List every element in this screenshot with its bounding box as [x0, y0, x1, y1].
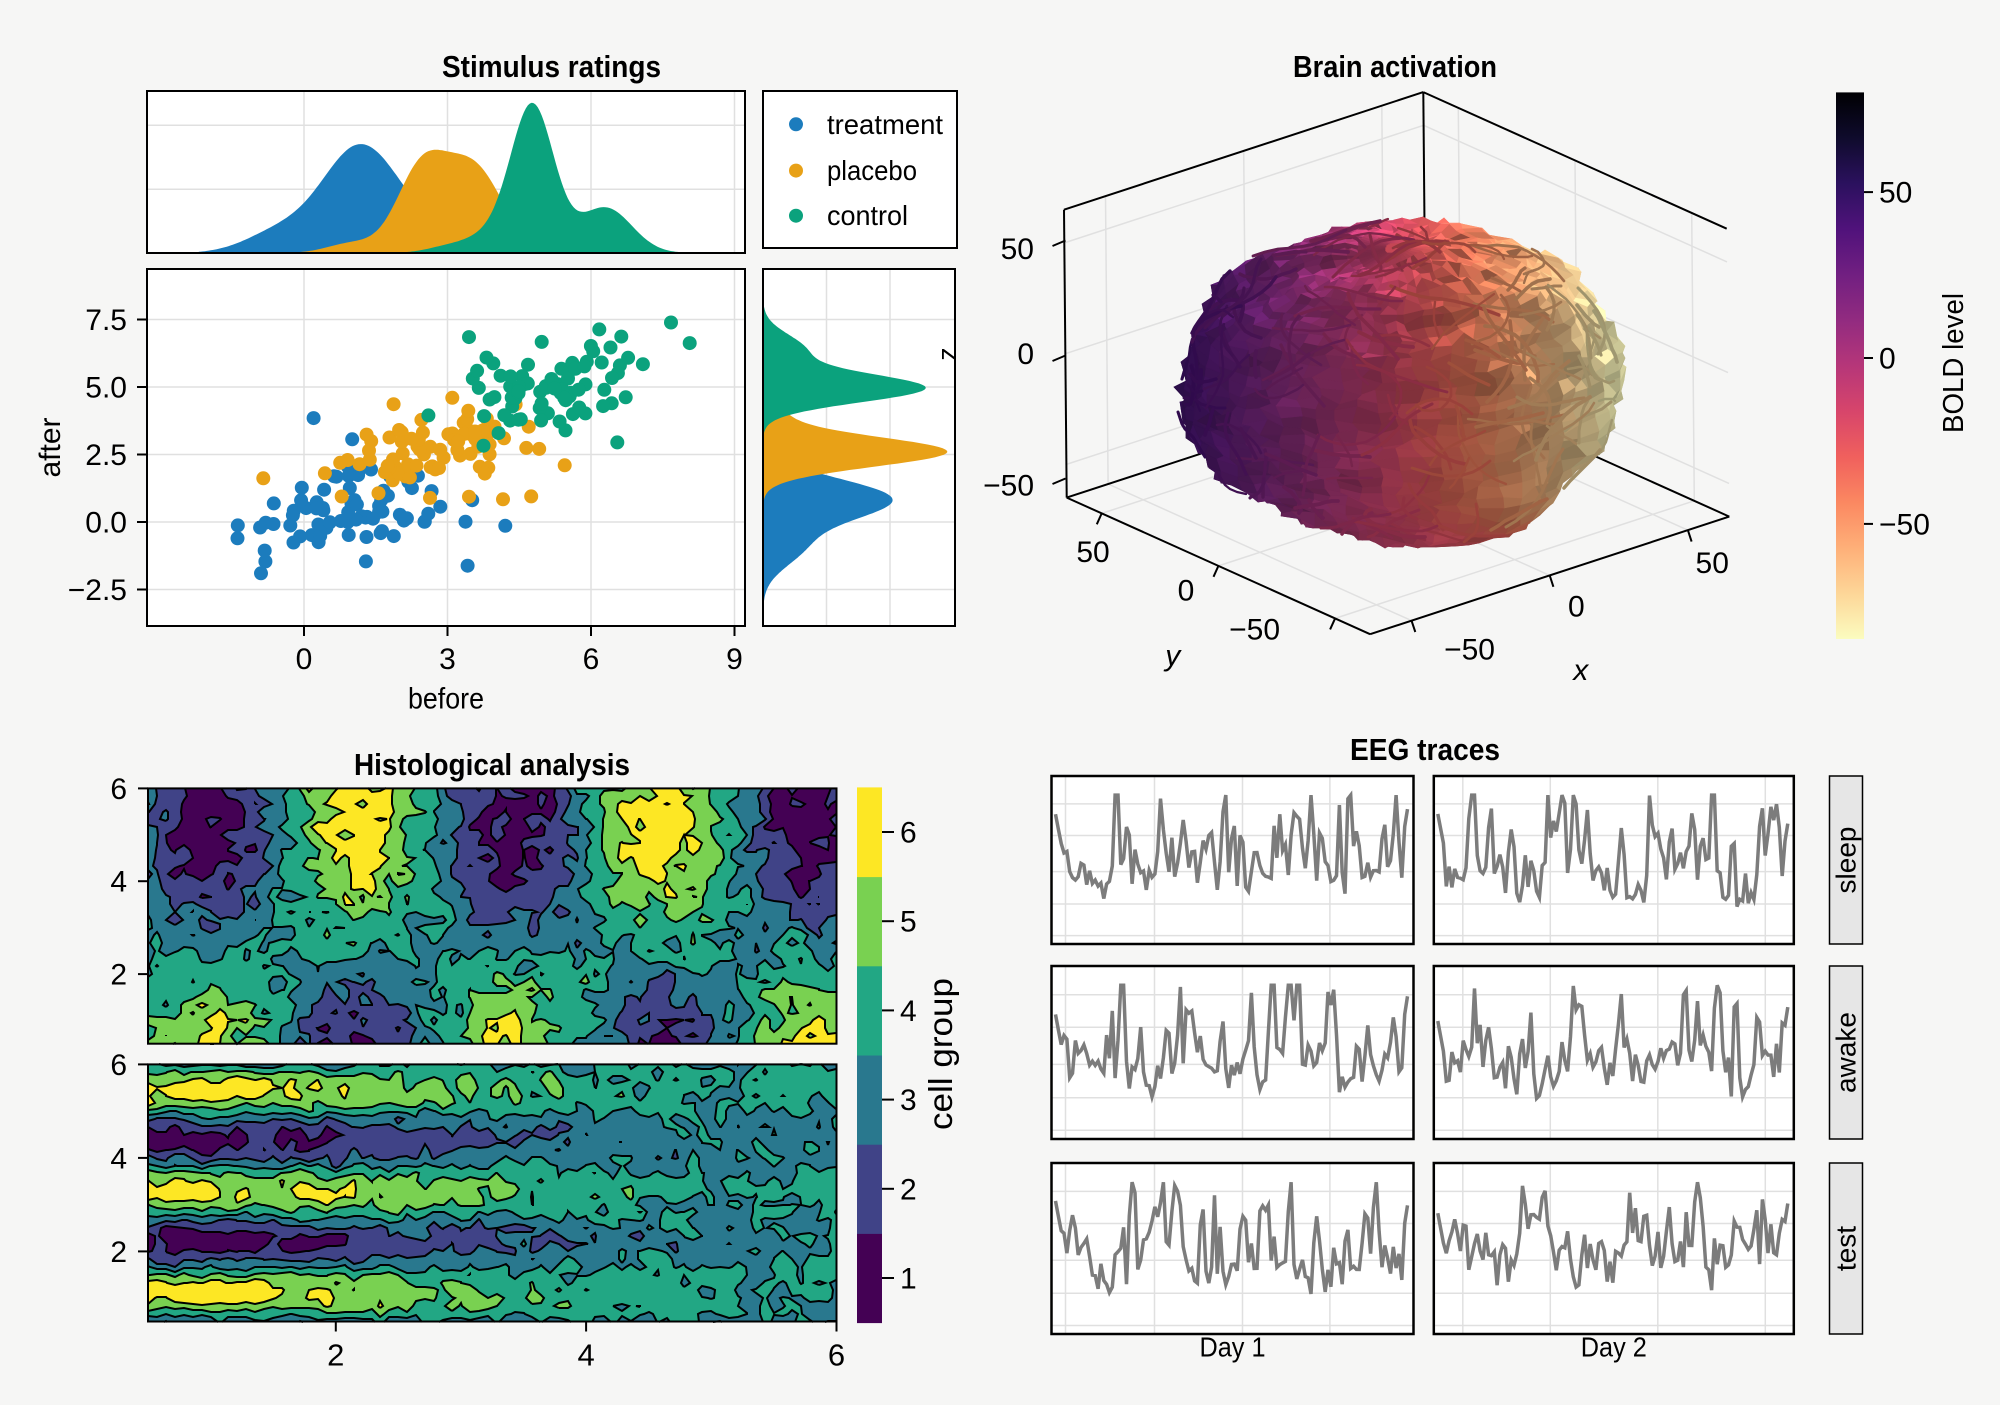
svg-text:after: after [34, 417, 67, 477]
svg-text:2.5: 2.5 [85, 439, 127, 472]
svg-text:test: test [1831, 1226, 1862, 1271]
svg-text:50: 50 [1076, 536, 1109, 569]
svg-text:z: z [932, 347, 962, 360]
svg-text:6: 6 [583, 643, 600, 676]
svg-text:4: 4 [110, 1142, 127, 1175]
svg-text:Brain activation: Brain activation [1293, 49, 1497, 84]
svg-text:6: 6 [110, 1049, 127, 1082]
svg-text:50: 50 [1696, 547, 1729, 580]
svg-text:0: 0 [1568, 591, 1585, 624]
svg-text:sleep: sleep [1831, 827, 1862, 894]
svg-text:0: 0 [1879, 343, 1896, 376]
svg-text:50: 50 [1001, 233, 1034, 266]
svg-text:5.0: 5.0 [85, 372, 127, 405]
svg-text:2: 2 [110, 1236, 127, 1269]
svg-text:0.0: 0.0 [85, 507, 127, 540]
svg-text:BOLD level: BOLD level [1938, 293, 1970, 433]
svg-text:Histological analysis: Histological analysis [354, 747, 630, 782]
svg-text:3: 3 [900, 1084, 917, 1117]
svg-text:−50: −50 [1444, 634, 1495, 667]
svg-text:before: before [408, 683, 484, 716]
svg-text:6: 6 [828, 1338, 845, 1373]
svg-text:awake: awake [1831, 1012, 1862, 1093]
svg-text:y: y [1163, 640, 1182, 673]
svg-text:4: 4 [110, 866, 127, 899]
svg-text:3: 3 [439, 643, 456, 676]
svg-text:0: 0 [296, 643, 313, 676]
svg-text:−2.5: −2.5 [68, 574, 127, 607]
svg-text:0: 0 [1178, 575, 1195, 608]
svg-text:2: 2 [900, 1173, 917, 1206]
svg-text:EEG traces: EEG traces [1350, 732, 1500, 767]
svg-text:Day 1: Day 1 [1200, 1331, 1266, 1362]
svg-text:6: 6 [110, 773, 127, 806]
svg-text:2: 2 [110, 959, 127, 992]
svg-text:−50: −50 [1229, 614, 1280, 647]
svg-text:2: 2 [327, 1338, 344, 1373]
svg-text:treatment: treatment [827, 109, 943, 140]
svg-text:4: 4 [900, 995, 917, 1028]
svg-text:1: 1 [900, 1263, 917, 1296]
svg-text:−50: −50 [1879, 508, 1930, 541]
svg-text:0: 0 [1017, 338, 1034, 371]
svg-text:4: 4 [577, 1338, 594, 1373]
svg-text:Day 2: Day 2 [1581, 1331, 1647, 1362]
svg-text:placebo: placebo [827, 155, 917, 186]
svg-text:control: control [827, 200, 908, 231]
svg-text:cell group: cell group [922, 978, 959, 1130]
svg-text:6: 6 [900, 817, 917, 850]
svg-text:7.5: 7.5 [85, 304, 127, 337]
svg-text:x: x [1571, 654, 1589, 687]
svg-text:−50: −50 [983, 470, 1034, 503]
svg-text:Stimulus ratings: Stimulus ratings [442, 49, 661, 84]
svg-text:9: 9 [726, 643, 743, 676]
svg-text:50: 50 [1879, 177, 1912, 210]
svg-text:5: 5 [900, 906, 917, 939]
